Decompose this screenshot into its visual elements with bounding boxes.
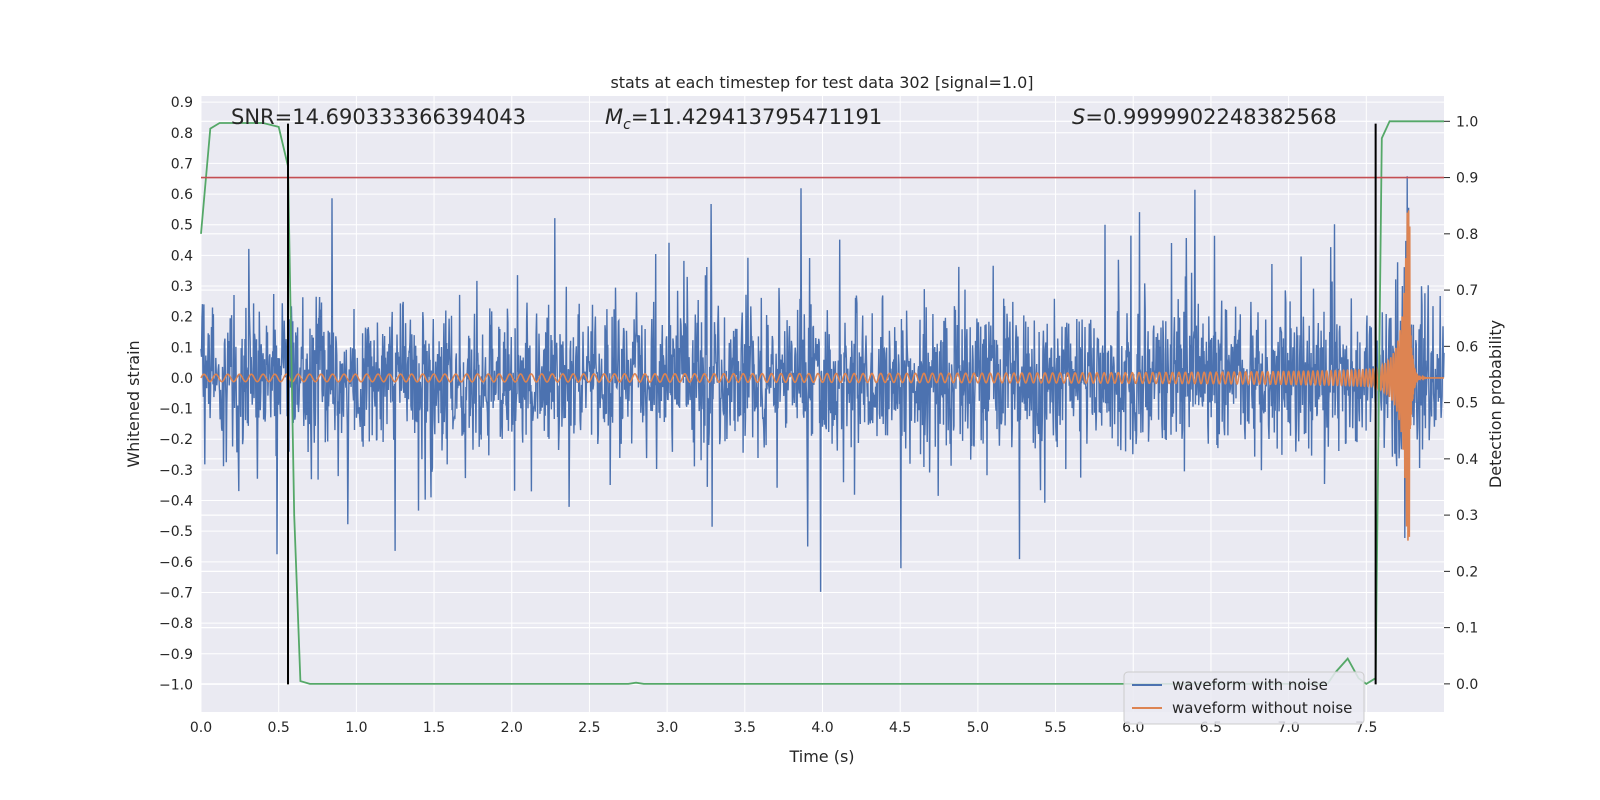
y-tick-label: 0.3	[171, 279, 193, 295]
y-axis-right-label: Detection probability	[1486, 320, 1505, 488]
y-tick-label: −1.0	[159, 677, 193, 693]
legend-box	[1123, 671, 1365, 725]
noisy-waveform-layer	[200, 176, 1445, 592]
detection-probability-line	[200, 120, 1444, 685]
snr-annotation: SNR=14.690333366394043	[231, 105, 526, 129]
x-tick-label: 2.5	[578, 720, 600, 736]
y-tick-label: 0.9	[171, 95, 193, 111]
noisy-waveform-line	[200, 176, 1445, 592]
y-right-tick-label: 0.1	[1456, 621, 1478, 637]
y-tick-label: −0.5	[159, 524, 193, 540]
y-tick-label: 0.6	[171, 187, 193, 203]
y-right-tick-label: 0.7	[1456, 283, 1478, 299]
y-tick-label: −0.8	[159, 616, 193, 632]
x-tick-label: 4.0	[811, 720, 833, 736]
chirp-mass-value: =11.429413795471191	[631, 105, 882, 129]
y-tick-label: −0.2	[159, 432, 193, 448]
score-symbol: S	[1072, 105, 1085, 129]
score-value: =0.9999902248382568	[1085, 105, 1336, 129]
ticks-layer: 0.0 0.5 1.0 1.5 2.0 2.5 3.0 3.5 4.0 4.5 5.0 5.5 6.0 6…	[159, 95, 1478, 736]
y-tick-label: 0.4	[171, 248, 193, 264]
y-tick-label: 0.1	[171, 340, 193, 356]
y-tick-label: −0.1	[159, 402, 193, 418]
x-tick-label: 5.0	[967, 720, 989, 736]
y-tick-label: −0.4	[159, 494, 193, 510]
y-right-tick-label: 0.3	[1456, 508, 1478, 524]
y-right-tick-label: 0.6	[1456, 339, 1478, 355]
clean-waveform-layer	[200, 210, 1444, 541]
clean-waveform-line	[200, 210, 1444, 541]
y-right-tick-label: 1.0	[1456, 114, 1478, 130]
x-tick-label: 1.5	[423, 720, 445, 736]
x-tick-label: 0.5	[268, 720, 290, 736]
x-tick-label: 0.0	[190, 720, 212, 736]
chirp-mass-subscript: c	[623, 117, 631, 133]
y-tick-label: 0.2	[171, 310, 193, 326]
y-tick-label: −0.6	[159, 555, 193, 571]
chirp-mass-symbol: M	[605, 105, 623, 129]
x-axis-label: Time (s)	[788, 747, 854, 766]
x-tick-label: 4.5	[889, 720, 911, 736]
y-right-tick-label: 0.2	[1456, 564, 1478, 580]
y-right-tick-label: 0.0	[1456, 677, 1478, 693]
x-tick-label: 3.0	[656, 720, 678, 736]
probability-layer	[200, 120, 1444, 685]
x-tick-label: 5.5	[1044, 720, 1066, 736]
y-right-tick-label: 0.4	[1456, 452, 1478, 468]
y-axis-label: Whitened strain	[124, 340, 143, 467]
x-tick-label: 3.5	[734, 720, 756, 736]
chart-title: stats at each timestep for test data 302…	[610, 73, 1033, 92]
legend: waveform with noise waveform without noi…	[1123, 671, 1365, 725]
y-right-tick-label: 0.5	[1456, 396, 1478, 412]
legend-label-noisy: waveform with noise	[1172, 676, 1328, 694]
y-tick-label: 0.0	[171, 371, 193, 387]
y-right-tick-label: 0.9	[1456, 171, 1478, 187]
y-right-tick-label: 0.8	[1456, 227, 1478, 243]
y-tick-label: −0.9	[159, 647, 193, 663]
y-tick-label: 0.8	[171, 126, 193, 142]
legend-label-clean: waveform without noise	[1172, 699, 1352, 717]
x-tick-label: 2.0	[501, 720, 523, 736]
x-tick-label: 1.0	[345, 720, 367, 736]
score-annotation: S=0.9999902248382568	[1072, 105, 1337, 129]
chirp-mass-annotation: Mc=11.429413795471191	[605, 105, 882, 133]
y-tick-label: 0.5	[171, 218, 193, 234]
y-tick-label: −0.7	[159, 585, 193, 601]
y-tick-label: 0.7	[171, 156, 193, 172]
y-tick-label: −0.3	[159, 463, 193, 479]
